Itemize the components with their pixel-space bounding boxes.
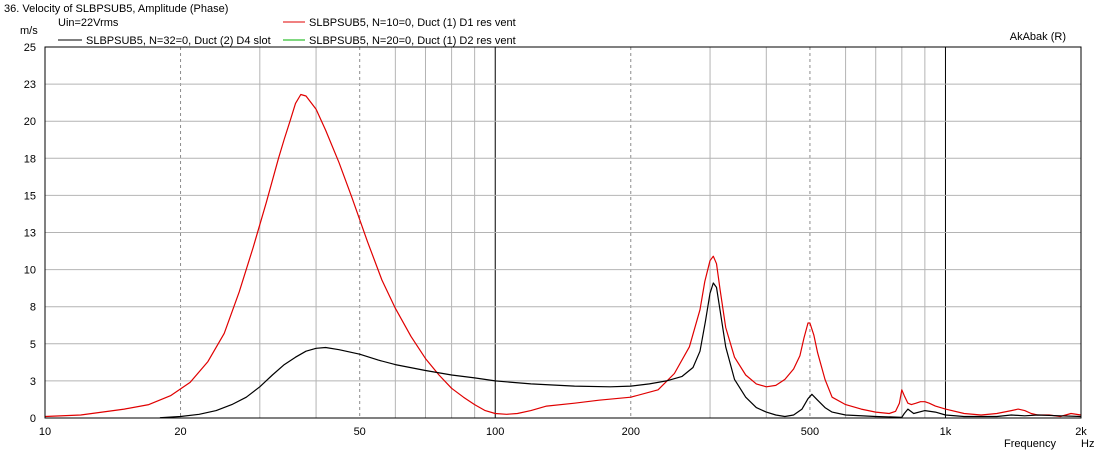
x-axis-label: Frequency xyxy=(1004,438,1056,450)
y-tick-label: 0 xyxy=(30,413,36,425)
info-text: Uin=22Vrms xyxy=(58,17,119,29)
legend-label-d4-slot: SLBPSUB5, N=32=0, Duct (2) D4 slot xyxy=(86,35,271,47)
legend-label-d2-res-vent: SLBPSUB5, N=20=0, Duct (1) D2 res vent xyxy=(309,35,516,47)
grid xyxy=(45,47,1081,418)
y-tick-label: 8 xyxy=(30,302,36,314)
y-tick-label: 25 xyxy=(24,42,36,54)
plot-frame xyxy=(44,46,1082,419)
y-tick-labels: 0 3 5 8 10 13 15 18 20 23 25 xyxy=(24,42,36,425)
x-tick-label: 100 xyxy=(486,426,504,438)
legend-label-d1-res-vent: SLBPSUB5, N=10=0, Duct (1) D1 res vent xyxy=(309,17,516,29)
x-tick-label: 10 xyxy=(39,426,51,438)
series-line-1 xyxy=(159,282,1082,419)
y-tick-label: 23 xyxy=(24,79,36,91)
x-tick-label: 50 xyxy=(354,426,366,438)
x-tick-label: 1k xyxy=(940,426,952,438)
x-tick-label: 20 xyxy=(174,426,186,438)
y-tick-label: 5 xyxy=(30,339,36,351)
y-tick-label: 13 xyxy=(24,228,36,240)
y-axis-label: m/s xyxy=(20,25,38,37)
x-tick-label: 200 xyxy=(622,426,640,438)
y-tick-label: 18 xyxy=(24,153,36,165)
x-axis-unit: Hz xyxy=(1081,438,1094,450)
x-tick-labels: 10 20 50 100 200 500 1k 2k xyxy=(39,426,1087,438)
y-tick-label: 15 xyxy=(24,190,36,202)
series-lines xyxy=(44,93,1082,419)
legend: SLBPSUB5, N=32=0, Duct (2) D4 slot SLBPS… xyxy=(58,17,516,47)
x-tick-label: 500 xyxy=(801,426,819,438)
y-tick-label: 20 xyxy=(24,116,36,128)
series-line-0 xyxy=(44,93,1082,418)
chart-title: 36. Velocity of SLBPSUB5, Amplitude (Pha… xyxy=(4,3,228,15)
x-tick-label: 2k xyxy=(1075,426,1087,438)
y-tick-label: 10 xyxy=(24,265,36,277)
brand-label: AkAbak (R) xyxy=(1010,31,1066,43)
y-tick-label: 3 xyxy=(30,376,36,388)
